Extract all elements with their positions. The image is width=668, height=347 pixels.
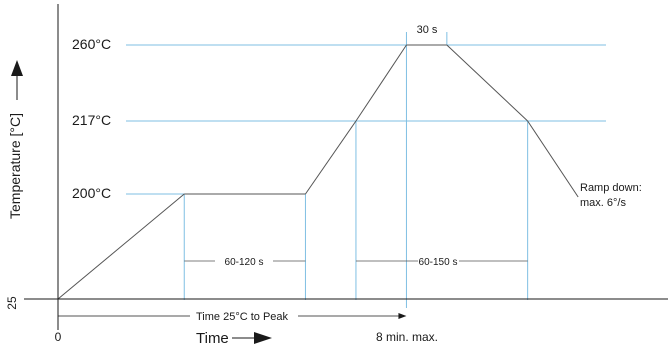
profile-segment-6 (527, 120, 579, 198)
x-tick-label-8min: 8 min. max. (376, 330, 438, 344)
soak-duration-label: 60-120 s (225, 257, 264, 268)
y-tick-label-260: 260°C (72, 36, 111, 52)
profile-segment-0 (57, 193, 185, 300)
x-tick-label-0: 0 (55, 330, 62, 344)
profile-segment-3 (355, 44, 407, 122)
temperature-profile (57, 44, 579, 300)
x-axis-arrow-head (254, 332, 272, 344)
x-axis-label: Time (196, 330, 229, 347)
axes (11, 4, 668, 344)
time-to-peak-arrowhead (398, 313, 407, 319)
y-tick-label-200: 200°C (72, 185, 111, 201)
profile-segment-5 (446, 44, 528, 122)
profile-segment-2 (305, 120, 357, 195)
y-tick-label-217: 217°C (72, 112, 111, 128)
y-tick-label-25: 25 (5, 296, 19, 310)
ramp-down-rate-label: max. 6°/s (580, 197, 626, 209)
y-axis-label: Temperature [°C] (7, 113, 23, 219)
guide-lines (126, 32, 606, 308)
ramp-down-label: Ramp down: (580, 182, 642, 194)
peak-duration-label: 30 s (417, 24, 438, 36)
liquidus-duration-label: 60-150 s (419, 257, 458, 268)
time-to-peak-label: Time 25°C to Peak (196, 311, 289, 323)
y-axis-arrow-head (11, 60, 23, 76)
